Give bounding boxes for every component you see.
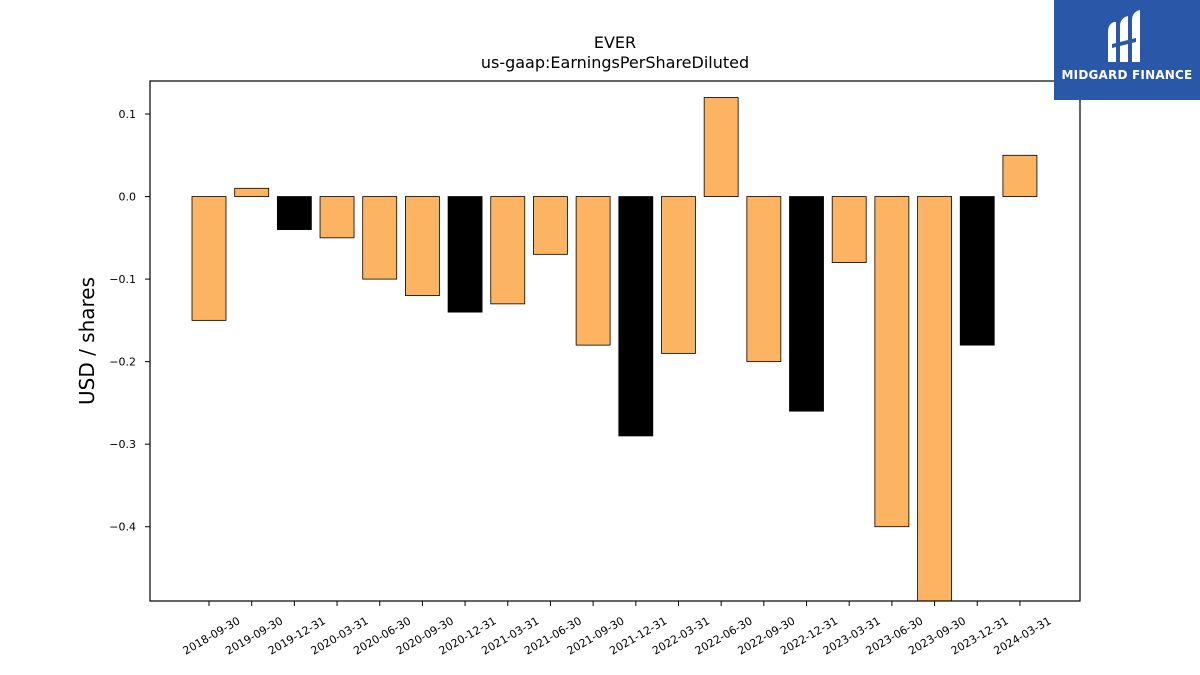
midgard-logo-icon <box>1108 10 1140 62</box>
y-tick-label: −0.1 <box>109 273 136 286</box>
bar-2019-12-31 <box>276 196 312 230</box>
y-tick-label: −0.2 <box>109 356 136 369</box>
bar-2021-06-30 <box>533 196 568 255</box>
bar-2020-09-30 <box>404 196 440 297</box>
bars-group <box>191 97 1038 601</box>
bar-2022-06-30 <box>703 97 739 197</box>
bar-2021-03-31 <box>490 196 526 305</box>
logo-text: MIDGARD FINANCE <box>1061 68 1193 82</box>
y-axis-label: USD / shares <box>75 277 99 405</box>
y-axis: 0.1 0.0 −0.1 −0.2 −0.3 −0.4 <box>109 108 150 534</box>
bar-2023-09-30 <box>917 196 952 601</box>
bar-2018-09-30 <box>191 196 227 321</box>
bar-2022-09-30 <box>746 196 782 363</box>
bar-2020-03-31 <box>319 196 355 239</box>
bar-2023-12-31 <box>959 196 995 346</box>
bar-2023-06-30 <box>874 196 910 528</box>
chart-title: EVER <box>594 33 636 52</box>
y-tick-label: 0.0 <box>119 191 137 204</box>
bar-2020-06-30 <box>362 196 398 280</box>
bar-2022-03-31 <box>661 196 696 354</box>
bar-2021-12-31 <box>618 196 654 437</box>
chart-subtitle: us-gaap:EarningsPerShareDiluted <box>481 53 749 72</box>
x-axis: 2018-09-302019-09-302019-12-312020-03-31… <box>181 601 1053 658</box>
bar-2019-09-30 <box>234 187 270 197</box>
bar-2021-09-30 <box>575 196 611 346</box>
bar-2020-12-31 <box>447 196 483 313</box>
bar-2022-12-31 <box>789 196 824 412</box>
bar-2024-03-31 <box>1002 154 1038 197</box>
y-tick-label: −0.3 <box>109 438 136 451</box>
y-tick-label: −0.4 <box>109 521 136 534</box>
bar-2023-03-31 <box>831 196 867 263</box>
y-tick-label: 0.1 <box>119 108 137 121</box>
plot-frame <box>149 80 1081 602</box>
midgard-finance-logo: MIDGARD FINANCE <box>1054 0 1200 100</box>
